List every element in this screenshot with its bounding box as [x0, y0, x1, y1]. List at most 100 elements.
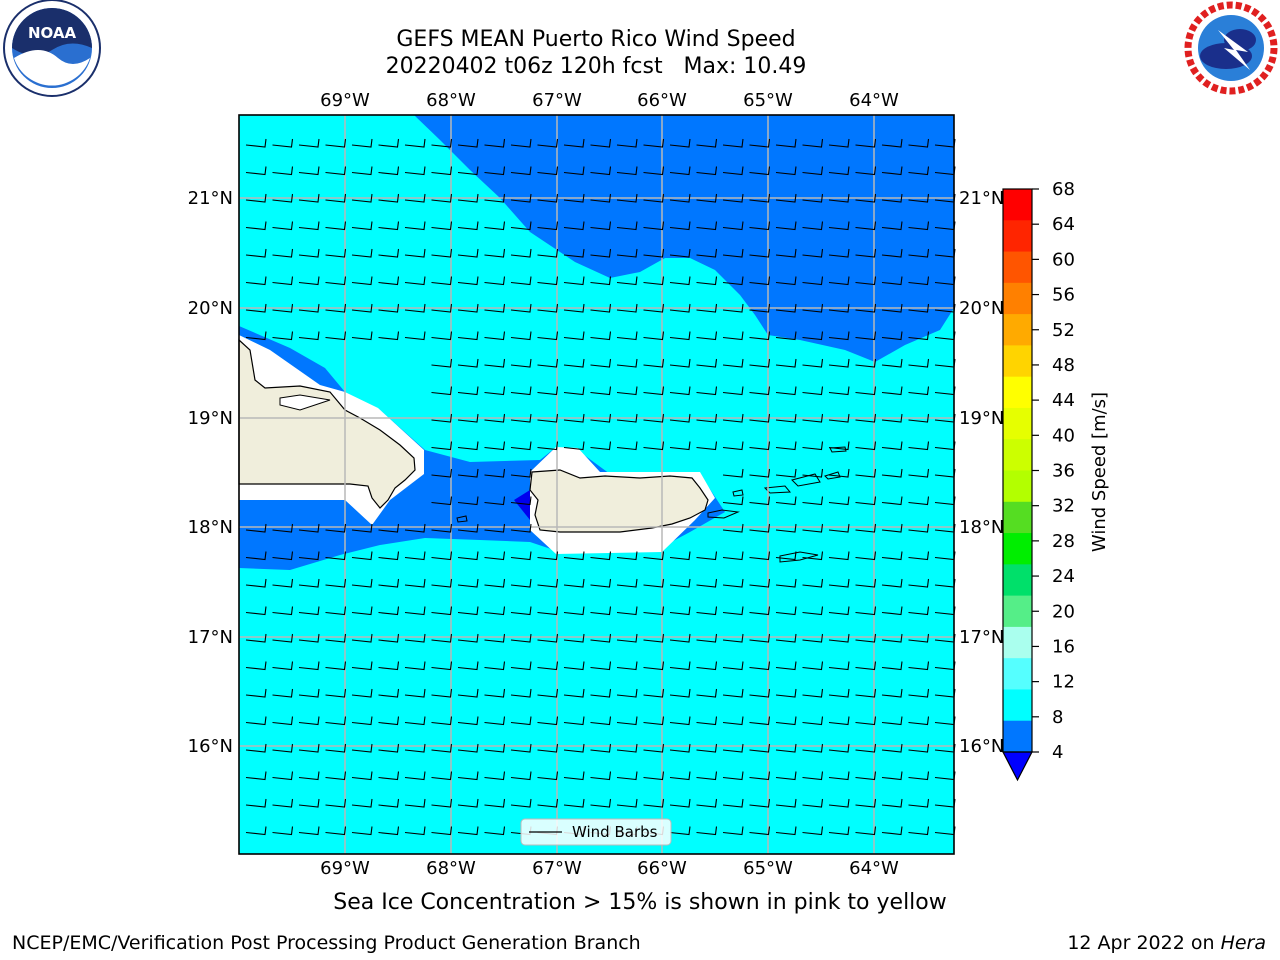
wind-barb [245, 276, 267, 286]
wind-barb [484, 358, 506, 368]
wind-barb [616, 413, 638, 423]
wind-barb [404, 248, 426, 258]
colorbar-tick-label: 4 [1052, 742, 1063, 763]
wind-barb [616, 138, 638, 148]
wind-barb [325, 578, 347, 588]
wind-barb [378, 633, 400, 643]
wind-barb [855, 386, 877, 396]
wind-barb [510, 523, 532, 533]
lat-label-17n: 17°N [188, 627, 233, 648]
wind-barb [457, 606, 479, 616]
wind-barb [669, 193, 691, 203]
wind-barb [696, 578, 718, 588]
wind-barb [669, 771, 691, 781]
wind-barb [749, 523, 771, 533]
wind-barb [855, 743, 877, 753]
wind-barb [722, 413, 744, 423]
wind-barb [378, 193, 400, 203]
wind-barb [802, 276, 824, 286]
wind-barb [484, 633, 506, 643]
wind-barb [245, 551, 267, 561]
wind-barb [643, 578, 665, 588]
wind-barb [881, 138, 903, 148]
wind-barb [272, 166, 294, 176]
colorbar-cell [1003, 251, 1032, 284]
wind-barb [245, 606, 267, 616]
wind-barb [298, 716, 320, 726]
wind-barb [881, 826, 903, 836]
wind-barb [245, 193, 267, 203]
wind-barb [802, 358, 824, 368]
wind-barb [510, 193, 532, 203]
wind-barb [325, 688, 347, 698]
dark-wind-region-north [414, 115, 954, 362]
wind-barb [722, 138, 744, 148]
colorbar: 68 64 60 56 52 48 44 40 36 32 28 24 20 16 12 8 4 Wind Sp… [1002, 179, 1110, 782]
wind-barb [669, 138, 691, 148]
wind-barb [484, 606, 506, 616]
wind-barb [908, 248, 930, 258]
wind-barb [404, 303, 426, 313]
wind-barb [669, 661, 691, 671]
wind-barb [696, 798, 718, 808]
colorbar-cells [1003, 189, 1032, 753]
legend-label: Wind Barbs [572, 823, 658, 841]
wind-barb [457, 441, 479, 451]
wind-barb [881, 276, 903, 286]
wind-barb [510, 551, 532, 561]
wind-barb [616, 386, 638, 396]
wind-barb [245, 661, 267, 671]
wind-barb [298, 743, 320, 753]
wind-barb [669, 358, 691, 368]
wind-barb [749, 386, 771, 396]
wind-barb [431, 303, 453, 313]
wind-barb [510, 468, 532, 478]
wind-barb [775, 331, 797, 341]
wind-barb [298, 166, 320, 176]
wind-barb [643, 771, 665, 781]
colorbar-cell [1003, 626, 1032, 659]
colorbar-tick-label: 16 [1052, 636, 1075, 657]
wind-barb [431, 661, 453, 671]
wind-barb [802, 826, 824, 836]
wind-barb [908, 688, 930, 698]
colorbar-tick-label: 8 [1052, 707, 1063, 728]
wind-barb [749, 221, 771, 231]
wind-barb [404, 523, 426, 533]
wind-barb [325, 661, 347, 671]
wind-barb [404, 661, 426, 671]
wind-barb [616, 633, 638, 643]
wind-barb [722, 441, 744, 451]
wind-barb [378, 523, 400, 533]
wind-barb [643, 248, 665, 258]
wind-barb [669, 221, 691, 231]
wind-barb [298, 276, 320, 286]
wind-barb [855, 248, 877, 258]
wind-barb [325, 716, 347, 726]
wind-barb [828, 193, 850, 203]
lon-label-66w-bottom: 66°W [637, 858, 687, 879]
wind-barb [563, 798, 585, 808]
wind-barb [510, 221, 532, 231]
colorbar-cell [1003, 595, 1032, 628]
wind-barb [537, 248, 559, 258]
wind-barb [272, 551, 294, 561]
wind-barb [484, 661, 506, 671]
wind-barb [510, 771, 532, 781]
wind-barb [404, 798, 426, 808]
wind-barb [802, 386, 824, 396]
wind-barb [590, 166, 612, 176]
wind-barb [749, 276, 771, 286]
wind-barb [457, 826, 479, 836]
lon-label-68w: 68°W [426, 90, 476, 111]
wind-barb [828, 606, 850, 616]
wind-barb [643, 633, 665, 643]
wind-barb [484, 441, 506, 451]
lon-labels-top: 69°W 68°W 67°W 66°W 65°W 64°W [320, 90, 899, 111]
wind-barb [590, 248, 612, 258]
wind-barb [484, 688, 506, 698]
wind-barb [908, 496, 930, 506]
wind-barb [351, 578, 373, 588]
wind-barb [245, 331, 267, 341]
wind-barb [828, 578, 850, 588]
